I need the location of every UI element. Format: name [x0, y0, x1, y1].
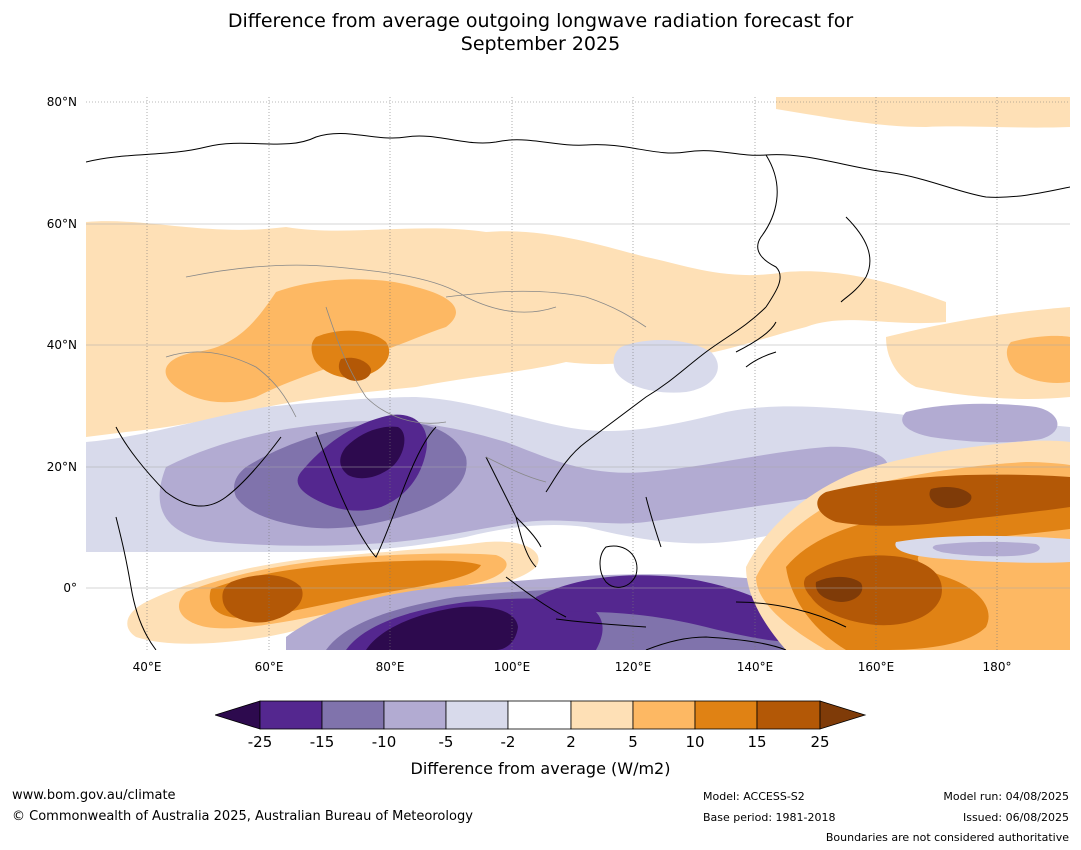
anomaly-deepest-purple-indian-ocean [366, 606, 518, 650]
anomaly-pale-purple-japan [613, 340, 718, 393]
colorbar-tick--10: -10 [371, 733, 397, 751]
lon-label-40e: 40°E [132, 660, 162, 674]
coastline-new-guinea [735, 601, 847, 628]
coastline-china-east [545, 306, 767, 493]
colorbar-tick-2: 2 [566, 733, 576, 751]
footer-issued: Issued: 06/08/2025 [962, 811, 1069, 824]
colorbar-extend-low [215, 700, 261, 730]
lon-label-160e: 160°E [857, 660, 895, 674]
anomaly-dark-orange-tibet [311, 330, 390, 378]
lat-label-20n: 20°N [46, 460, 77, 474]
lat-label-40n: 40°N [46, 338, 77, 352]
coastline-se-asia [485, 456, 542, 568]
title-line-2: September 2025 [460, 33, 621, 55]
colorbar [215, 700, 867, 730]
map-title: Difference from average outgoing longwav… [0, 10, 1081, 56]
title-line-1: Difference from average outgoing longwav… [227, 10, 854, 32]
colorbar-tick--25: -25 [247, 733, 273, 751]
anomaly-light-purple-pacific [902, 403, 1058, 443]
border-china-west [325, 306, 447, 424]
olr-anomaly-map [86, 97, 1070, 650]
coastline-philippines [645, 496, 662, 548]
country-borders [165, 264, 647, 483]
map-svg [86, 97, 1070, 650]
footer-website: www.bom.gov.au/climate [12, 788, 176, 803]
coastline-arabia [115, 426, 282, 507]
anomaly-orange-pacific-north [1006, 335, 1070, 383]
colorbar-tick-15: 15 [747, 733, 767, 751]
coastline-kamchatka [840, 216, 871, 303]
anomaly-darkest-brown-pacific [815, 576, 863, 602]
anomaly-brown-equator-west [222, 575, 303, 623]
colorbar-bin-8 [694, 700, 758, 730]
coastline-australia [645, 636, 787, 650]
anomaly-light-orange-north [86, 221, 946, 437]
coastline-borneo [599, 545, 638, 588]
footer-copyright: © Commonwealth of Australia 2025, Austra… [12, 809, 473, 824]
lon-label-140e: 140°E [736, 660, 774, 674]
coastline-russia-east [757, 154, 781, 308]
border-iran [165, 351, 297, 418]
colorbar-bin-4 [445, 700, 509, 730]
graticule [86, 97, 1070, 650]
coastline-sumatra [505, 576, 567, 618]
coastline-java [555, 618, 647, 628]
lon-label-180: 180° [982, 660, 1012, 674]
colorbar-bin-1 [259, 700, 323, 730]
colorbar-bin-6 [570, 700, 634, 730]
footer-model-run: Model run: 04/08/2025 [943, 790, 1069, 803]
coastline-japan [735, 321, 777, 368]
colorbar-tick-10: 10 [685, 733, 705, 751]
lat-label-80n: 80°N [46, 95, 77, 109]
colorbar-tick-5: 5 [628, 733, 638, 751]
border-mongolia [445, 290, 647, 328]
colorbar-tick--2: -2 [500, 733, 516, 751]
footer-model: Model: ACCESS-S2 [703, 790, 805, 803]
colorbar-bin-3 [383, 700, 447, 730]
anomaly-orange-central-asia [165, 279, 456, 403]
colorbar-tick-25: 25 [810, 733, 830, 751]
footer-base-period: Base period: 1981-2018 [703, 811, 836, 824]
anomaly-deepest-purple-india [340, 426, 405, 479]
lon-label-120e: 120°E [614, 660, 652, 674]
footer-disclaimer: Boundaries are not considered authoritat… [825, 831, 1069, 844]
coastline-africa-east [115, 516, 157, 650]
lon-label-100e: 100°E [493, 660, 531, 674]
colorbar-tick--15: -15 [309, 733, 335, 751]
border-central-asia [185, 264, 557, 313]
anomaly-dark-purple-maritime [535, 575, 819, 643]
lon-label-60e: 60°E [254, 660, 284, 674]
colorbar-bin-9 [756, 700, 821, 730]
colorbar-bin-5 [507, 700, 572, 730]
colorbar-bin-2 [321, 700, 385, 730]
coastlines [86, 133, 1070, 650]
anomaly-light-orange-arctic [776, 97, 1070, 128]
anomaly-darkest-brown-pacific-north [929, 487, 972, 509]
coastline-arctic [86, 133, 1070, 198]
colorbar-tick--5: -5 [438, 733, 454, 751]
border-se-asia [485, 456, 547, 483]
anomaly-brown-pacific [803, 555, 942, 626]
lat-label-60n: 60°N [46, 217, 77, 231]
colorbar-bin-7 [632, 700, 696, 730]
anomaly-light-purple-pacific-stripe [932, 541, 1040, 557]
colorbar-extend-high [819, 700, 867, 730]
lat-label-equator: 0° [63, 581, 77, 595]
colorbar-title: Difference from average (W/m2) [410, 759, 671, 778]
coastline-india [315, 426, 437, 558]
lon-label-80e: 80°E [375, 660, 405, 674]
